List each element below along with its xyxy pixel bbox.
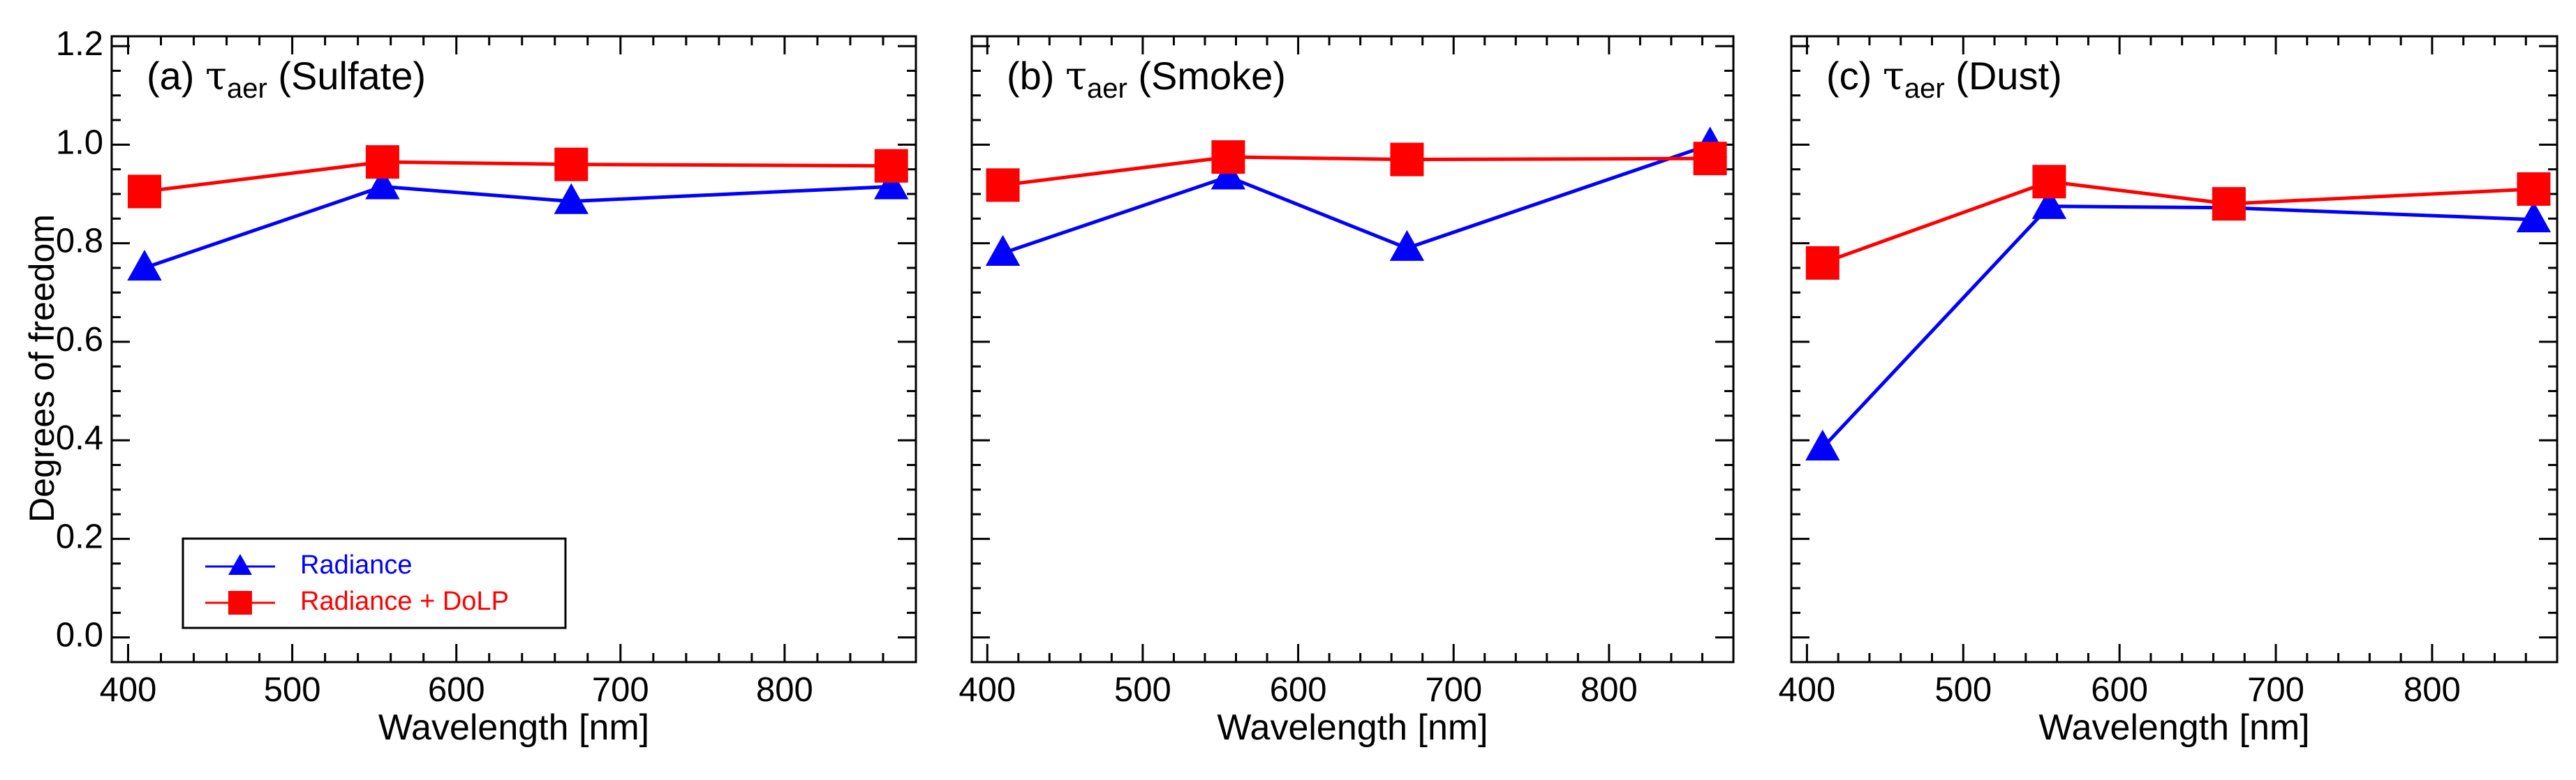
square-marker <box>2212 187 2246 221</box>
square-marker <box>1693 142 1727 176</box>
legend-triangle-icon <box>228 554 252 575</box>
panel-label: (b) <box>1007 54 1065 98</box>
legend-label: Radiance + DoLP <box>300 587 509 616</box>
series-line <box>144 160 891 193</box>
panel-title: (c) τaer (Dust) <box>1826 54 2062 104</box>
triangle-marker <box>365 168 400 200</box>
triangle-marker <box>2516 201 2552 232</box>
plot-frame <box>1790 35 2559 663</box>
square-marker <box>554 147 589 181</box>
x-tick-label: 700 <box>592 671 649 709</box>
x-tick-label: 500 <box>264 671 321 709</box>
title-name: (Smoke) <box>1127 54 1286 98</box>
series-line <box>1821 204 2534 449</box>
y-tick-label: 0.8 <box>56 223 103 260</box>
x-tick-label: 700 <box>1425 671 1482 709</box>
triangle-marker <box>2031 188 2067 219</box>
y-axis-label: Degrees of freedom <box>22 214 61 523</box>
x-tick-label: 800 <box>2404 671 2461 709</box>
tau-symbol: τ <box>1883 54 1904 99</box>
y-tick-label: 1.0 <box>56 123 103 161</box>
x-axis-label: Wavelength [nm] <box>1217 707 1488 748</box>
title-name: (Sulfate) <box>267 54 426 98</box>
tau-symbol: τ <box>205 54 227 99</box>
panel-title: (a) τaer (Sulfate) <box>147 54 426 104</box>
panel-sulfate: 400 500 600 700 800 0.0 0.2 0.4 0.6 0.8 1.0 1.2 Wave… <box>56 25 917 748</box>
x-tick-label: 600 <box>2091 671 2148 709</box>
triangle-marker <box>1211 158 1246 190</box>
legend-label: Radiance <box>300 550 413 580</box>
title-subscript: aer <box>227 73 267 104</box>
title-name: (Dust) <box>1945 54 2062 98</box>
y-tick-label: 0.6 <box>56 321 103 359</box>
plot-frame <box>110 35 917 663</box>
square-marker <box>2517 172 2551 206</box>
title-subscript: aer <box>1904 73 1945 104</box>
panel-label: (c) <box>1826 54 1883 98</box>
triangle-marker <box>985 234 1021 266</box>
x-tick-label: 400 <box>1779 671 1836 709</box>
y-tick-label: 0.0 <box>56 617 103 654</box>
x-tick-label: 400 <box>100 671 157 709</box>
triangle-marker <box>127 249 162 281</box>
title-subscript: aer <box>1087 73 1127 104</box>
y-tick-label: 0.2 <box>56 518 103 555</box>
square-marker <box>2032 165 2066 199</box>
series-line <box>1002 143 1711 255</box>
x-tick-label: 500 <box>1114 671 1171 709</box>
panel-title: (b) τaer (Smoke) <box>1007 54 1286 104</box>
x-axis-label: Wavelength [nm] <box>2038 707 2309 748</box>
y-tick-label: 1.2 <box>56 25 103 63</box>
triangle-marker <box>1389 230 1425 261</box>
square-marker <box>874 149 908 183</box>
triangle-marker <box>1805 429 1840 460</box>
square-marker <box>365 145 399 179</box>
series-line <box>1821 179 2534 265</box>
panel-label: (a) <box>147 54 205 98</box>
square-marker <box>1390 142 1424 177</box>
triangle-marker <box>554 183 589 214</box>
x-axis-label: Wavelength [nm] <box>378 707 649 748</box>
x-tick-label: 600 <box>428 671 485 709</box>
x-tick-label: 500 <box>1934 671 1992 709</box>
tau-symbol: τ <box>1065 54 1087 99</box>
square-marker <box>1805 246 1840 280</box>
square-marker <box>1211 140 1245 174</box>
plot-frame <box>970 35 1735 663</box>
x-tick-label: 700 <box>2247 671 2304 709</box>
panel-smoke: 400 500 600 700 800 Wavelength [nm] (b) τaer (… <box>958 35 1735 748</box>
panel-dust: 400 500 600 700 800 Wavelength [nm] (c) τaer (… <box>1779 35 2559 748</box>
x-tick-label: 600 <box>1270 671 1327 709</box>
series-line <box>144 184 891 270</box>
y-tick-label: 0.4 <box>56 419 103 457</box>
x-tick-label: 800 <box>1581 671 1638 709</box>
x-tick-label: 800 <box>756 671 813 709</box>
series-line <box>1002 155 1710 187</box>
legend-square-icon <box>228 591 252 615</box>
triangle-marker <box>874 168 909 200</box>
square-marker <box>986 168 1020 202</box>
x-tick-label: 400 <box>958 671 1016 709</box>
square-marker <box>128 174 162 209</box>
